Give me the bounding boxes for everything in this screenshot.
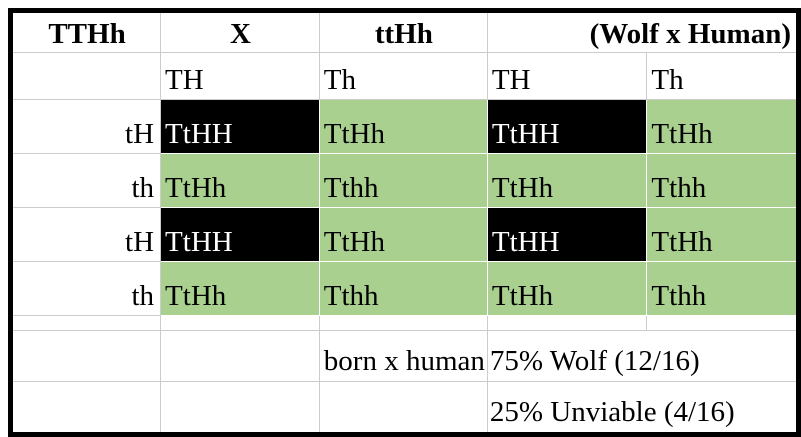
genotype-cell-viable: TtHh [318, 207, 488, 262]
summary-cross-note: born x human [318, 330, 488, 382]
gamete-column-3: TH [486, 52, 648, 100]
genotype-cell-viable: TtHh [646, 99, 799, 154]
cross-header-row: TTHh X ttHh (Wolf x Human) [9, 10, 800, 53]
empty-cell [486, 315, 648, 331]
parent2-genotype: ttHh [318, 10, 488, 53]
punnett-grid-row: tH TtHH TtHh TtHH TtHh [9, 207, 799, 262]
gamete-column-1: TH [160, 52, 320, 100]
genotype-cell-viable: Tthh [646, 261, 799, 316]
genotype-cell-viable: Tthh [318, 261, 488, 316]
summary-row-wolf: born x human 75% Wolf (12/16) [9, 330, 800, 382]
punnett-grid-row: th TtHh Tthh TtHh Tthh [9, 261, 799, 316]
gamete-row-label: tH [9, 99, 162, 154]
empty-cell [160, 381, 320, 435]
punnett-square-sheet: TTHh X ttHh (Wolf x Human) TH Th TH Th t… [8, 8, 801, 437]
empty-cell [9, 315, 162, 331]
cross-species-label: (Wolf x Human) [486, 10, 800, 53]
empty-cell [160, 315, 320, 331]
gamete-column-header-row: TH Th TH Th [9, 52, 799, 100]
empty-cell [646, 315, 799, 331]
genotype-cell-lethal: TtHH [160, 207, 320, 262]
summary-unviable-result: 25% Unviable (4/16) [486, 381, 800, 435]
cross-symbol: X [160, 10, 320, 53]
genotype-cell-viable: TtHh [486, 153, 648, 208]
empty-cell [160, 330, 320, 382]
spacer-row [9, 315, 799, 331]
summary-row-unviable: 25% Unviable (4/16) [9, 381, 800, 435]
empty-cell [9, 52, 162, 100]
genotype-cell-lethal: TtHH [486, 207, 648, 262]
genotype-cell-lethal: TtHH [160, 99, 320, 154]
empty-cell [9, 330, 162, 382]
genotype-cell-viable: TtHh [160, 261, 320, 316]
punnett-grid-row: th TtHh Tthh TtHh Tthh [9, 153, 799, 208]
summary-wolf-result: 75% Wolf (12/16) [486, 330, 800, 382]
genotype-cell-viable: Tthh [318, 153, 488, 208]
punnett-grid-row: tH TtHH TtHh TtHH TtHh [9, 99, 799, 154]
empty-cell [318, 381, 488, 435]
gamete-column-4: Th [646, 52, 799, 100]
gamete-column-2: Th [318, 52, 488, 100]
genotype-cell-lethal: TtHH [486, 99, 648, 154]
parent1-genotype: TTHh [9, 10, 162, 53]
genotype-cell-viable: TtHh [646, 207, 799, 262]
gamete-row-label: th [9, 153, 162, 208]
genotype-cell-viable: Tthh [646, 153, 799, 208]
genotype-cell-viable: TtHh [160, 153, 320, 208]
gamete-row-label: th [9, 261, 162, 316]
empty-cell [318, 315, 488, 331]
empty-cell [9, 381, 162, 435]
genotype-cell-viable: TtHh [486, 261, 648, 316]
gamete-row-label: tH [9, 207, 162, 262]
genotype-cell-viable: TtHh [318, 99, 488, 154]
punnett-square-table: TTHh X ttHh (Wolf x Human) TH Th TH Th t… [8, 8, 801, 437]
